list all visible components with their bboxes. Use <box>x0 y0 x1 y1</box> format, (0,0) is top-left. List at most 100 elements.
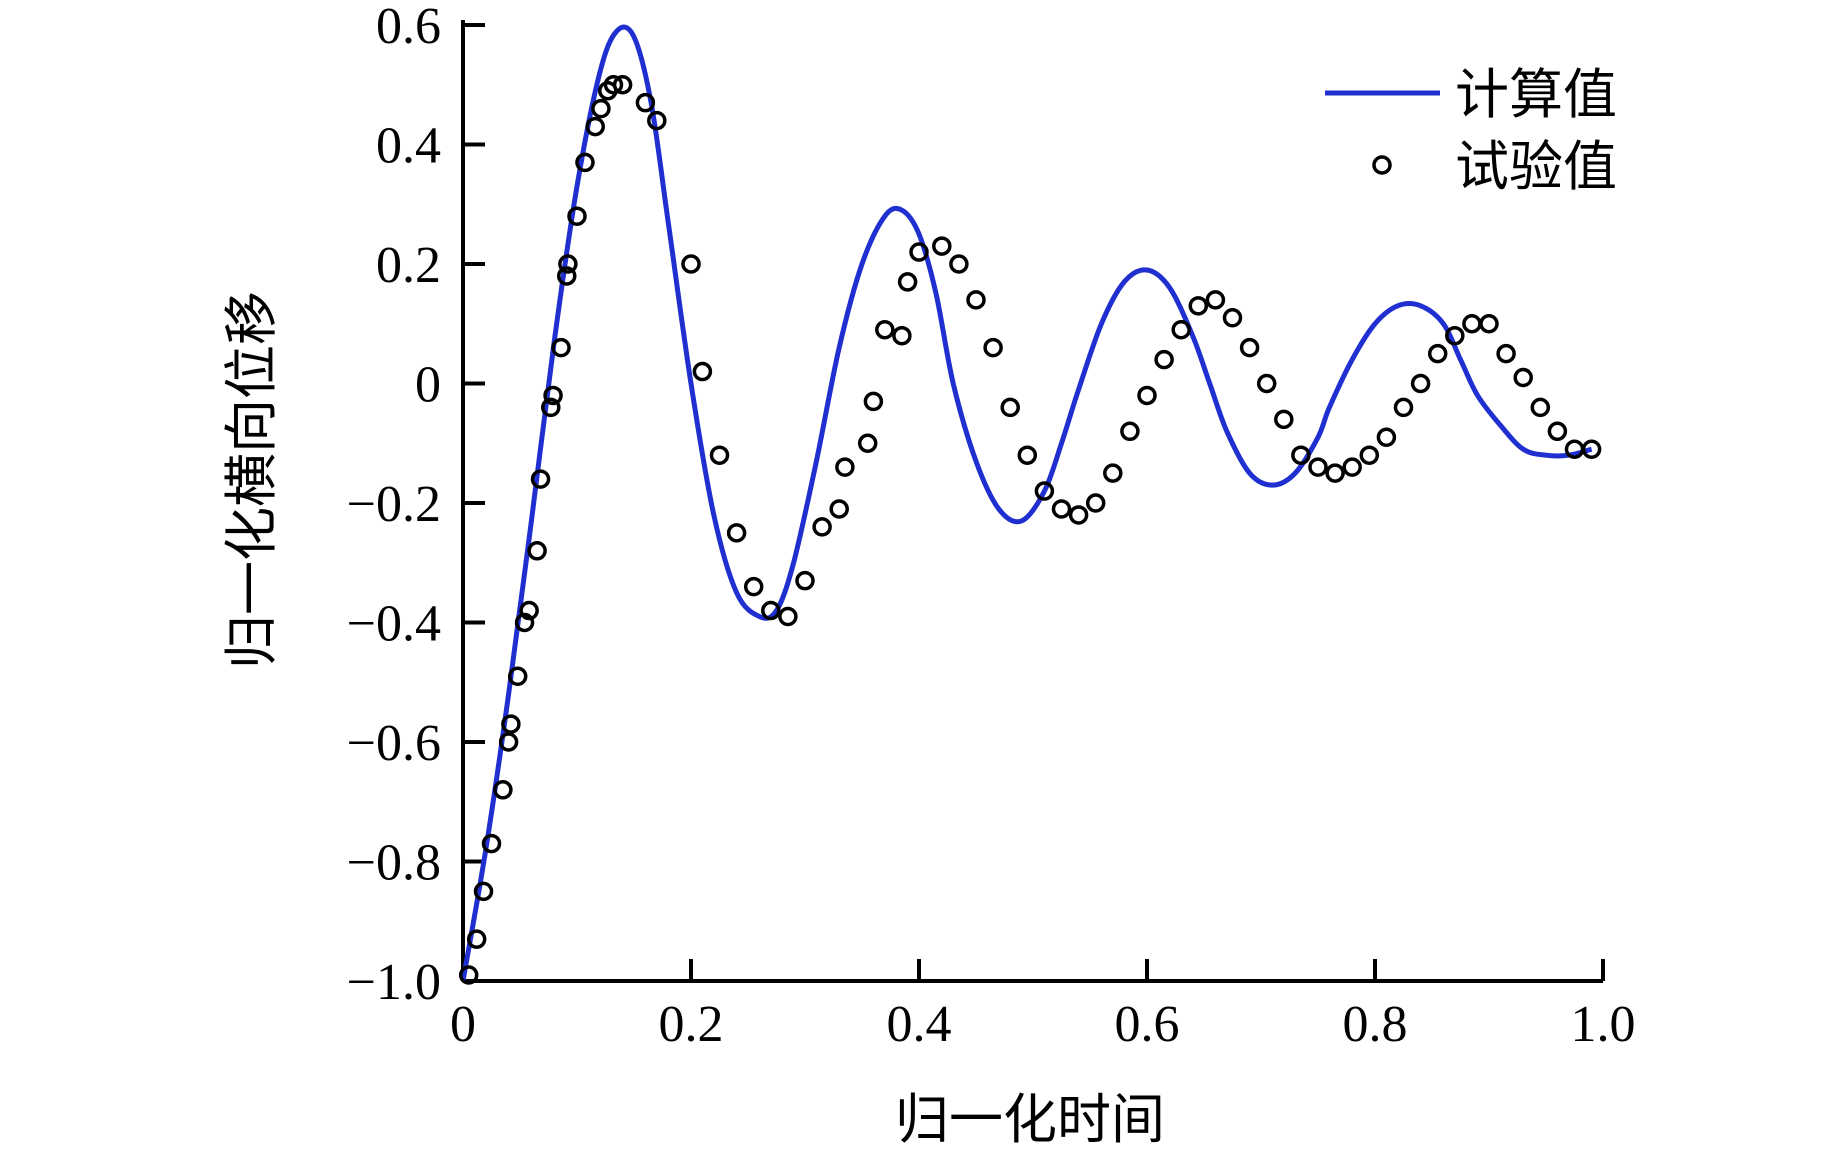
y-tick-label: −0.6 <box>347 715 441 772</box>
data-point-experimental <box>541 397 561 418</box>
legend-label-experimental: 试验值 <box>1455 135 1617 198</box>
data-point-experimental <box>829 499 849 519</box>
data-point-experimental <box>1171 319 1191 340</box>
data-point-experimental <box>1205 290 1226 310</box>
data-point-experimental <box>519 600 539 621</box>
data-point-experimental <box>591 98 611 119</box>
x-tick-label: 0.2 <box>659 996 724 1053</box>
y-tick-label: 0.6 <box>376 0 441 55</box>
data-point-experimental <box>778 606 798 627</box>
data-point-experimental <box>558 254 578 274</box>
data-point-experimental <box>603 75 624 95</box>
data-point-experimental <box>1120 421 1140 442</box>
data-point-experimental <box>1291 445 1311 465</box>
data-point-experimental <box>709 445 730 465</box>
data-point-experimental <box>1427 343 1448 364</box>
data-point-experimental <box>1462 314 1482 334</box>
data-point-experimental <box>1342 457 1362 477</box>
data-point-experimental <box>543 385 563 406</box>
data-point-experimental <box>1581 439 1602 459</box>
data-point-experimental <box>567 206 587 226</box>
data-point-experimental <box>835 457 855 477</box>
data-point-experimental <box>527 541 547 561</box>
data-point-experimental <box>1308 457 1328 477</box>
data-point-experimental <box>795 570 815 591</box>
data-point-experimental <box>1188 296 1209 316</box>
data-point-experimental <box>1034 481 1055 501</box>
data-point-experimental <box>1479 314 1499 334</box>
data-point-experimental <box>983 337 1003 358</box>
y-axis-title: 归一化横向位移 <box>220 291 283 669</box>
data-point-experimental <box>1137 385 1157 406</box>
data-point-experimental <box>743 576 764 597</box>
data-point-experimental <box>635 92 656 113</box>
data-point-experimental <box>1359 445 1380 465</box>
data-point-experimental <box>1547 421 1568 442</box>
data-point-experimental <box>875 319 895 340</box>
data-point-experimental <box>857 433 878 453</box>
y-tick-label: −0.2 <box>347 476 441 533</box>
data-point-experimental <box>551 337 571 358</box>
data-point-experimental <box>1376 427 1397 448</box>
data-point-experimental <box>1393 397 1414 418</box>
data-point-experimental <box>473 881 494 902</box>
series-line-calculated <box>460 24 1593 982</box>
y-tick-label: −0.4 <box>347 596 441 653</box>
legend-label-calculated: 计算值 <box>1455 63 1617 126</box>
data-point-experimental <box>585 116 605 137</box>
data-point-experimental <box>1445 325 1465 346</box>
data-point-experimental <box>481 833 502 854</box>
data-point-experimental <box>1325 463 1345 483</box>
data-point-experimental <box>514 612 535 633</box>
legend-marker-swatch <box>1372 155 1392 175</box>
data-point-experimental <box>1513 367 1533 388</box>
data-point-experimental <box>1256 373 1277 394</box>
data-point-experimental <box>726 523 747 543</box>
data-point-experimental <box>909 242 929 262</box>
x-axis-title: 归一化时间 <box>895 1088 1165 1151</box>
data-point-experimental <box>1222 308 1243 328</box>
y-tick-label: −0.8 <box>347 835 441 892</box>
data-point-experimental <box>892 325 912 346</box>
data-point-experimental <box>692 361 713 382</box>
data-point-experimental <box>897 272 918 292</box>
data-point-experimental <box>761 600 781 621</box>
data-point-experimental <box>556 266 577 286</box>
data-point-experimental <box>1103 463 1123 483</box>
x-tick-label: 0 <box>450 996 476 1053</box>
data-point-experimental <box>1274 409 1294 430</box>
x-tick-label: 0.6 <box>1115 996 1180 1053</box>
data-point-experimental <box>530 469 551 489</box>
y-tick-label: 0 <box>415 357 441 414</box>
data-point-experimental <box>863 391 884 412</box>
data-point-experimental <box>575 152 595 173</box>
data-point-experimental <box>1017 445 1038 465</box>
data-point-experimental <box>612 75 633 95</box>
y-tick-label: 0.4 <box>376 118 441 175</box>
data-point-experimental <box>949 254 969 274</box>
data-point-experimental <box>812 517 832 537</box>
data-point-experimental <box>1068 505 1089 525</box>
data-point-experimental <box>458 965 479 985</box>
data-point-experimental <box>1496 343 1516 364</box>
data-point-experimental <box>1000 397 1020 418</box>
data-point-experimental <box>932 236 952 256</box>
x-tick-label: 0.8 <box>1343 996 1408 1053</box>
data-point-experimental <box>493 780 513 800</box>
data-point-experimental <box>966 290 986 310</box>
data-point-experimental <box>681 254 701 274</box>
x-tick-label: 1.0 <box>1571 996 1636 1053</box>
x-tick-label: 0.4 <box>887 996 952 1053</box>
data-point-experimental <box>1085 493 1106 513</box>
plot-area: −1.0 −0.8 −0.6 −0.4 −0.2 0 0.2 0.4 0.6 0 0.2 0.4 0.6… <box>347 0 1636 1053</box>
data-point-experimental <box>1239 337 1260 358</box>
data-point-experimental <box>466 929 487 949</box>
data-point-experimental <box>501 714 521 734</box>
data-point-experimental <box>1051 499 1072 519</box>
data-point-experimental <box>1154 349 1174 370</box>
data-point-experimental <box>1410 373 1431 394</box>
data-point-experimental <box>1530 397 1551 418</box>
data-point-experimental <box>647 110 667 131</box>
